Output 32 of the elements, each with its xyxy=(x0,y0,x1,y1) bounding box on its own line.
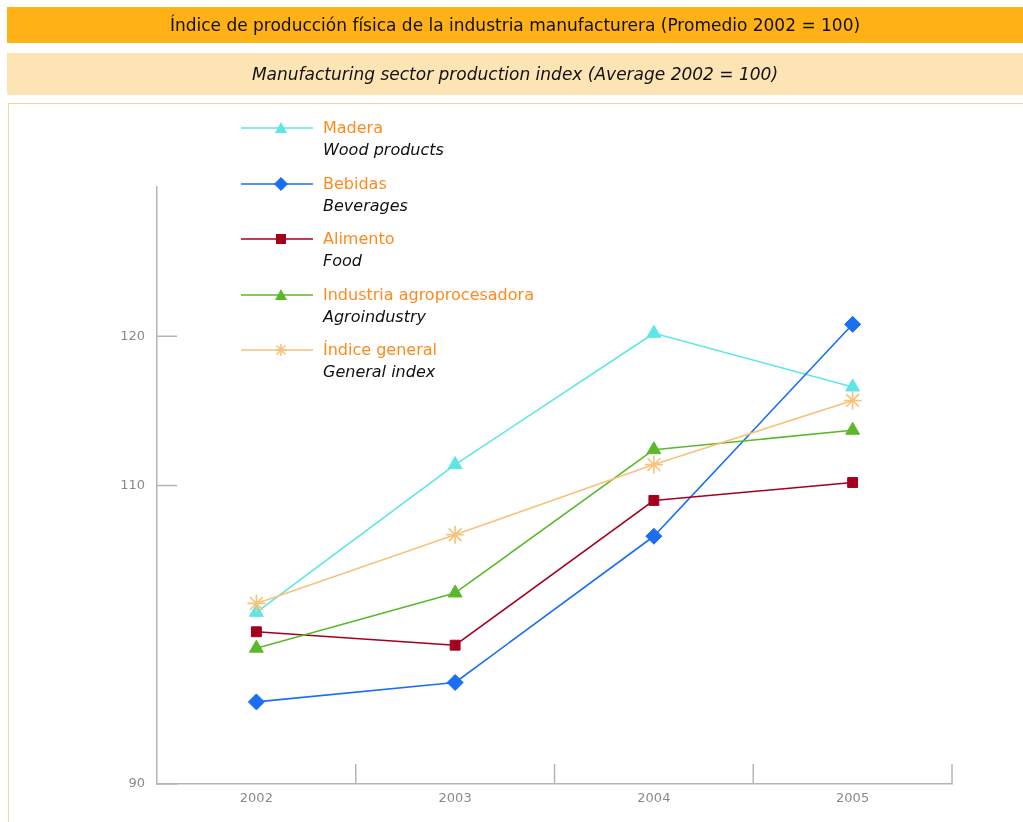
legend-label: Alimento Food xyxy=(323,228,395,272)
point xyxy=(646,441,662,455)
point xyxy=(250,626,262,638)
legend-label: Bebidas Beverages xyxy=(323,172,408,217)
y-tick-label: 120 xyxy=(120,327,145,343)
point xyxy=(246,593,267,614)
x-tick-label: 2004 xyxy=(637,790,671,806)
point xyxy=(446,674,464,692)
x-tick-label: 2005 xyxy=(836,790,870,806)
point xyxy=(845,378,861,392)
x-tick-label: 2003 xyxy=(438,790,472,806)
legend-label: Industria agroprocesadora Agroindustry xyxy=(323,283,534,328)
point xyxy=(646,324,662,338)
point xyxy=(645,527,663,545)
point xyxy=(844,315,862,333)
x-tick-label: 2002 xyxy=(239,790,273,806)
point xyxy=(845,421,861,435)
chart-title: Índice de producción física de la industria manufacturera (Promedio 2002 = 100) xyxy=(7,7,1023,43)
point xyxy=(247,693,265,711)
point xyxy=(445,524,465,545)
y-tick-label: 90 xyxy=(128,775,145,791)
point xyxy=(447,584,463,598)
chart-subtitle: Manufacturing sector production index (Average 2002 = 100) xyxy=(7,53,1023,95)
point xyxy=(648,494,660,506)
y-tick-label: 110 xyxy=(120,476,145,492)
legend-label: Índice general General index xyxy=(323,339,437,383)
point xyxy=(449,639,461,651)
point xyxy=(447,456,463,470)
point xyxy=(847,477,859,488)
legend-label: Madera Wood products xyxy=(323,117,444,161)
point xyxy=(842,390,863,411)
point xyxy=(644,454,664,475)
